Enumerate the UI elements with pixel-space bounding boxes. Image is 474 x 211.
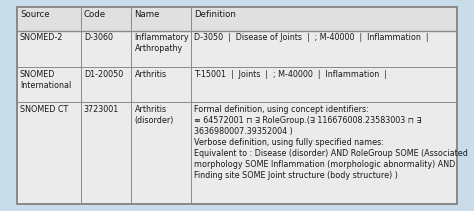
Bar	[17, 7, 457, 31]
Text: Formal definition, using concept identifiers:
≡ 64572001 ⊓ ∃ RoleGroup.(∃ 116676: Formal definition, using concept identif…	[194, 105, 468, 180]
Text: Arthritis
(disorder): Arthritis (disorder)	[135, 105, 174, 125]
Text: SNOMED
International: SNOMED International	[20, 70, 71, 90]
Text: SNOMED-2: SNOMED-2	[20, 33, 64, 42]
Text: 3723001: 3723001	[84, 105, 119, 114]
Text: D1-20050: D1-20050	[84, 70, 123, 79]
Text: Code: Code	[84, 10, 106, 19]
Text: Inflammatory
Arthropathy: Inflammatory Arthropathy	[135, 33, 189, 53]
Text: SNOMED CT: SNOMED CT	[20, 105, 68, 114]
Text: Arthritis: Arthritis	[135, 70, 167, 79]
Text: D-3050  |  Disease of Joints  |  ; M-40000  |  Inflammation  |: D-3050 | Disease of Joints | ; M-40000 |…	[194, 33, 428, 42]
Text: Source: Source	[20, 10, 49, 19]
Text: T-15001  |  Joints  |  ; M-40000  |  Inflammation  |: T-15001 | Joints | ; M-40000 | Inflammat…	[194, 70, 387, 79]
Text: D-3060: D-3060	[84, 33, 113, 42]
Text: Name: Name	[135, 10, 160, 19]
Text: Definition: Definition	[194, 10, 236, 19]
